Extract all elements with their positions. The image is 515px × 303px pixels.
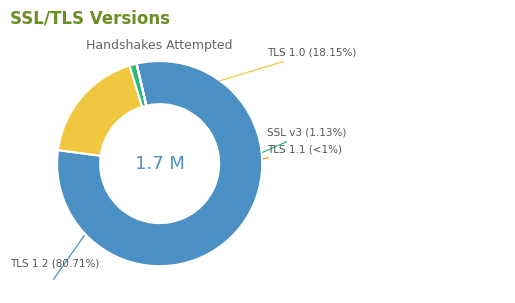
Wedge shape <box>58 66 142 156</box>
Wedge shape <box>57 61 262 266</box>
Text: Handshakes Attempted: Handshakes Attempted <box>87 39 233 52</box>
Wedge shape <box>136 64 146 106</box>
Text: TLS 1.2 (80.71%): TLS 1.2 (80.71%) <box>10 258 100 269</box>
Text: TLS 1.1 (<1%): TLS 1.1 (<1%) <box>263 144 342 159</box>
Text: SSL/TLS Versions: SSL/TLS Versions <box>10 9 170 27</box>
Wedge shape <box>129 64 146 107</box>
Text: SSL v3 (1.13%): SSL v3 (1.13%) <box>263 128 347 152</box>
Text: 1.7 M: 1.7 M <box>135 155 184 173</box>
Text: TLS 1.0 (18.15%): TLS 1.0 (18.15%) <box>220 48 357 81</box>
